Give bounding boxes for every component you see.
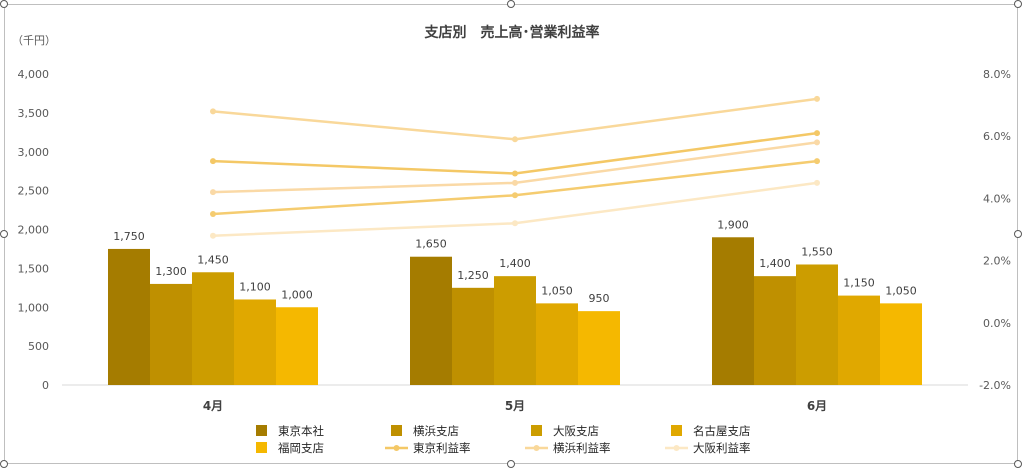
y2-tick-label: 0.0% — [983, 317, 1011, 330]
bar-data-label: 1,400 — [759, 257, 791, 270]
bar-data-label: 1,550 — [801, 245, 833, 258]
x-category-label: 6月 — [807, 399, 827, 413]
legend-swatch — [391, 425, 402, 436]
bar — [838, 295, 880, 385]
bar-data-label: 950 — [589, 292, 610, 305]
x-category-label: 4月 — [203, 399, 223, 413]
bar-data-label: 1,400 — [499, 257, 531, 270]
legend-line-marker — [393, 445, 400, 451]
line-series-group — [210, 95, 820, 239]
bar-data-label: 1,050 — [541, 284, 573, 297]
y-axis-left: 0 500 1,000 1,500 2,000 2,500 3,000 3,500 4,000 — [18, 68, 50, 392]
bar-data-label: 1,100 — [239, 280, 271, 293]
y2-tick-label: 4.0% — [983, 192, 1011, 205]
profit-rate-point — [814, 95, 820, 102]
profit-rate-point — [814, 130, 820, 137]
x-category-label: 5月 — [505, 399, 525, 413]
y2-tick-label: 6.0% — [983, 130, 1011, 143]
legend-label: 東京本社 — [278, 424, 324, 438]
bar-data-label: 1,650 — [415, 238, 447, 251]
y-tick-label: 2,500 — [18, 185, 50, 198]
bar — [880, 303, 922, 385]
resize-handle-middle-left[interactable] — [0, 230, 8, 238]
legend-label: 福岡支店 — [278, 441, 324, 455]
bar-data-label: 1,900 — [717, 218, 749, 231]
profit-rate-point — [512, 179, 518, 186]
y-tick-label: 1,000 — [18, 301, 50, 314]
profit-rate-line — [212, 159, 818, 216]
legend-label: 大阪支店 — [553, 424, 599, 438]
bar — [578, 311, 620, 385]
y2-tick-label: 2.0% — [983, 255, 1011, 268]
y-axis-unit-label: （千円） — [12, 34, 56, 47]
resize-handle-top-right[interactable] — [1014, 0, 1022, 8]
profit-rate-point — [512, 192, 518, 199]
profit-rate-point — [814, 158, 820, 165]
profit-rate-point — [814, 139, 820, 146]
y-axis-right: -2.0% 0.0% 2.0% 4.0% 6.0% 8.0% — [979, 68, 1011, 392]
y-tick-label: 3,000 — [18, 146, 50, 159]
resize-handle-top-left[interactable] — [0, 0, 8, 8]
bar-data-label: 1,000 — [281, 288, 313, 301]
profit-rate-point — [210, 210, 216, 217]
y2-tick-label: -2.0% — [979, 379, 1011, 392]
profit-rate-point — [814, 179, 820, 186]
bar — [108, 248, 150, 385]
bar — [452, 287, 494, 385]
bar — [796, 264, 838, 385]
y2-tick-label: 8.0% — [983, 68, 1011, 81]
bar — [150, 283, 192, 385]
legend-line-marker — [533, 445, 540, 451]
bar-data-label: 1,450 — [197, 253, 229, 266]
bar-series-group — [108, 237, 922, 385]
bar — [410, 256, 452, 385]
legend-label: 東京利益率 — [413, 441, 471, 455]
resize-handle-bottom-right[interactable] — [1014, 460, 1022, 468]
bar-data-label: 1,050 — [885, 284, 917, 297]
bar — [536, 303, 578, 385]
profit-rate-point — [210, 189, 216, 196]
legend-label: 横浜利益率 — [553, 441, 611, 455]
y-tick-label: 500 — [28, 340, 49, 353]
legend-swatch — [256, 425, 267, 436]
bar-data-labels: 1,750 1,300 1,450 1,100 1,000 1,650 1,250 1,400… — [113, 218, 917, 305]
x-axis-categories: 4月 5月 6月 — [203, 399, 827, 413]
bar-data-label: 1,250 — [457, 269, 489, 282]
profit-rate-point — [512, 170, 518, 177]
resize-handle-middle-right[interactable] — [1014, 230, 1022, 238]
profit-rate-line — [212, 97, 818, 141]
bar-data-label: 1,150 — [843, 277, 875, 290]
bar — [712, 237, 754, 385]
legend-label: 横浜支店 — [413, 424, 459, 438]
y-tick-label: 4,000 — [18, 68, 50, 81]
profit-rate-point — [210, 158, 216, 165]
resize-handle-bottom-left[interactable] — [0, 460, 8, 468]
bar — [494, 276, 536, 385]
legend-swatch — [256, 442, 267, 453]
legend-line-marker — [673, 445, 680, 451]
resize-handle-top-center[interactable] — [507, 0, 515, 8]
resize-handle-bottom-center[interactable] — [507, 460, 515, 468]
bar — [754, 276, 796, 385]
bar — [234, 299, 276, 385]
profit-rate-point — [210, 232, 216, 239]
bar — [276, 307, 318, 385]
bar-data-label: 1,300 — [155, 265, 187, 278]
legend-label: 大阪利益率 — [693, 441, 751, 455]
chart-title: 支店別 売上高･営業利益率 — [424, 24, 600, 41]
legend-swatch — [531, 425, 542, 436]
profit-rate-point — [512, 220, 518, 227]
y-tick-label: 0 — [42, 379, 49, 392]
y-tick-label: 3,500 — [18, 107, 50, 120]
profit-rate-point — [210, 108, 216, 115]
bar — [192, 272, 234, 385]
legend-label: 名古屋支店 — [693, 424, 751, 438]
bar-data-label: 1,750 — [113, 230, 145, 243]
profit-rate-point — [512, 136, 518, 143]
y-tick-label: 1,500 — [18, 262, 50, 275]
legend-swatch — [671, 425, 682, 436]
y-tick-label: 2,000 — [18, 224, 50, 237]
